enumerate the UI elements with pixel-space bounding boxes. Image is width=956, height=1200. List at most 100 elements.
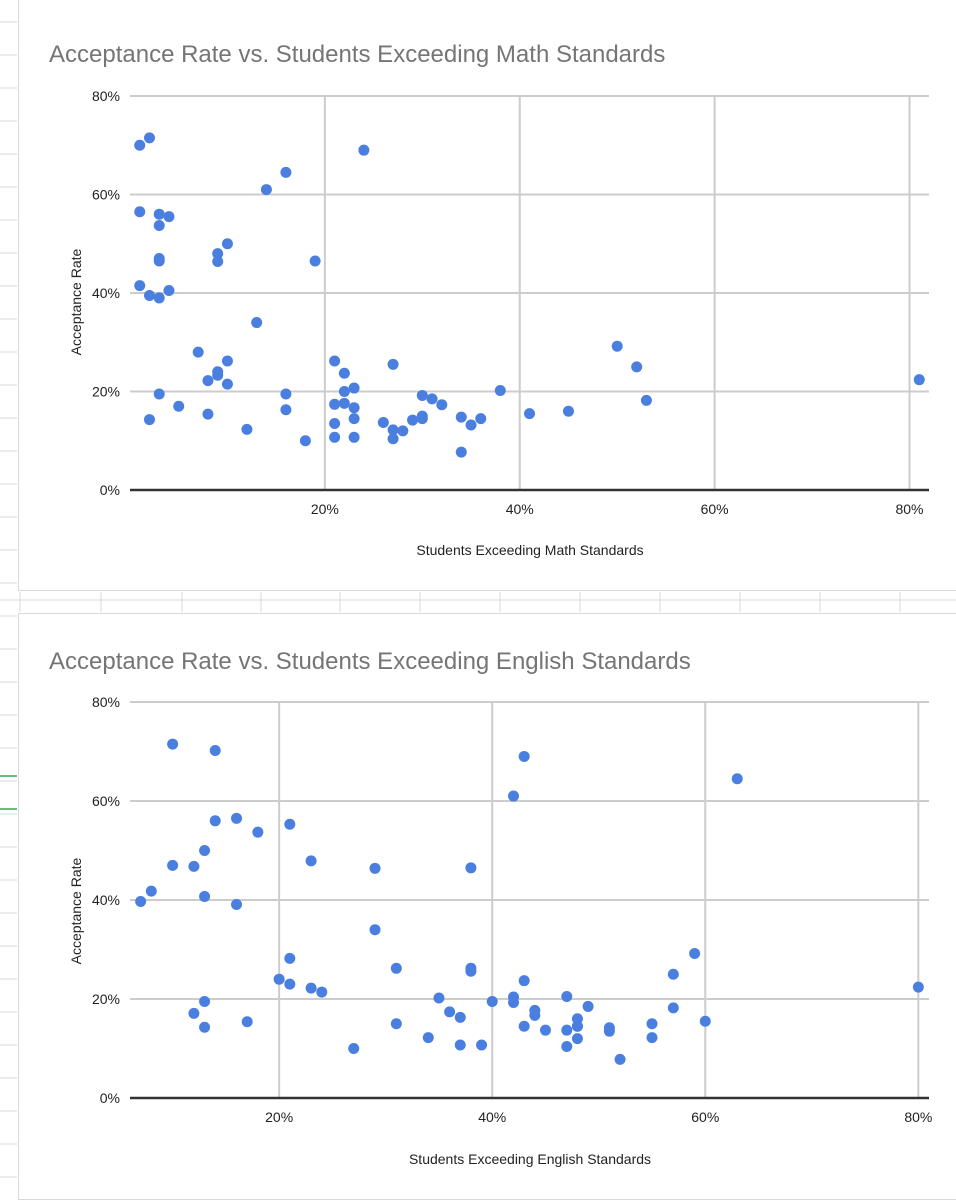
data-point[interactable] <box>476 1039 488 1051</box>
data-point[interactable] <box>188 1007 200 1019</box>
data-point[interactable] <box>422 1032 434 1044</box>
data-point[interactable] <box>316 986 328 998</box>
data-point[interactable] <box>562 405 574 417</box>
data-point[interactable] <box>167 738 179 750</box>
data-point[interactable] <box>646 1018 658 1030</box>
data-point[interactable] <box>280 404 292 416</box>
data-point[interactable] <box>508 996 520 1008</box>
data-point[interactable] <box>212 255 224 267</box>
data-point[interactable] <box>173 400 185 412</box>
data-point[interactable] <box>571 1033 583 1045</box>
data-point[interactable] <box>387 433 399 445</box>
data-point[interactable] <box>153 388 165 400</box>
data-point[interactable] <box>338 397 350 409</box>
data-point[interactable] <box>640 394 652 406</box>
data-point[interactable] <box>369 862 381 874</box>
data-point[interactable] <box>252 826 264 838</box>
data-point[interactable] <box>377 417 389 429</box>
data-point[interactable] <box>561 1024 573 1036</box>
data-point[interactable] <box>329 431 341 443</box>
data-point[interactable] <box>524 408 535 420</box>
data-point[interactable] <box>305 982 317 994</box>
data-point[interactable] <box>455 446 467 458</box>
data-point[interactable] <box>143 289 155 301</box>
english-chart-card[interactable]: Acceptance Rate vs. Students Exceeding E… <box>18 613 956 1200</box>
data-point[interactable] <box>433 992 445 1004</box>
data-point[interactable] <box>465 419 477 431</box>
data-point[interactable] <box>280 166 292 178</box>
data-point[interactable] <box>338 367 350 379</box>
data-point[interactable] <box>188 860 200 872</box>
data-point[interactable] <box>603 1025 615 1037</box>
data-point[interactable] <box>231 898 243 910</box>
data-point[interactable] <box>348 382 360 394</box>
data-point[interactable] <box>199 1021 211 1033</box>
data-point[interactable] <box>284 978 296 990</box>
data-point[interactable] <box>494 385 506 397</box>
data-point[interactable] <box>221 238 233 250</box>
data-point[interactable] <box>280 388 292 400</box>
data-point[interactable] <box>348 413 360 425</box>
data-point[interactable] <box>199 845 211 856</box>
data-point[interactable] <box>387 424 399 436</box>
data-point[interactable] <box>348 402 360 414</box>
data-point[interactable] <box>209 815 221 827</box>
data-point[interactable] <box>273 973 285 985</box>
data-point[interactable] <box>221 355 233 367</box>
data-point[interactable] <box>167 859 179 871</box>
data-point[interactable] <box>241 423 253 435</box>
data-point[interactable] <box>358 144 370 156</box>
data-point[interactable] <box>369 924 381 936</box>
data-point[interactable] <box>153 255 165 267</box>
data-point[interactable] <box>416 389 428 401</box>
data-point[interactable] <box>518 975 530 987</box>
data-point[interactable] <box>284 818 296 830</box>
data-point[interactable] <box>699 1015 711 1027</box>
data-point[interactable] <box>455 411 467 423</box>
data-point[interactable] <box>251 317 263 329</box>
data-point[interactable] <box>475 413 487 425</box>
data-point[interactable] <box>387 358 399 370</box>
data-point[interactable] <box>454 1039 466 1051</box>
data-point[interactable] <box>611 340 623 352</box>
data-point[interactable] <box>631 361 643 373</box>
data-point[interactable] <box>646 1032 658 1044</box>
data-point[interactable] <box>518 750 530 762</box>
data-point[interactable] <box>329 355 341 367</box>
data-point[interactable] <box>689 947 701 959</box>
data-point[interactable] <box>212 369 224 381</box>
data-point[interactable] <box>212 248 224 260</box>
data-point[interactable] <box>143 414 155 426</box>
data-point[interactable] <box>221 378 233 390</box>
data-point[interactable] <box>518 1020 530 1032</box>
data-point[interactable] <box>912 981 924 993</box>
data-point[interactable] <box>426 393 438 405</box>
data-point[interactable] <box>163 211 175 223</box>
data-point[interactable] <box>153 208 165 220</box>
data-point[interactable] <box>202 408 214 420</box>
data-point[interactable] <box>348 1043 360 1054</box>
data-point[interactable] <box>508 790 520 802</box>
data-point[interactable] <box>305 855 317 867</box>
data-point[interactable] <box>134 280 146 292</box>
data-point[interactable] <box>465 965 477 977</box>
data-point[interactable] <box>390 1018 402 1030</box>
data-point[interactable] <box>539 1024 551 1036</box>
data-point[interactable] <box>614 1053 626 1065</box>
data-point[interactable] <box>202 375 214 387</box>
data-point[interactable] <box>667 968 679 980</box>
data-point[interactable] <box>561 991 573 1003</box>
data-point[interactable] <box>465 862 477 874</box>
data-point[interactable] <box>145 885 157 897</box>
data-point[interactable] <box>192 346 204 358</box>
data-point[interactable] <box>241 1016 253 1028</box>
data-point[interactable] <box>299 435 311 447</box>
data-point[interactable] <box>199 891 211 903</box>
data-point[interactable] <box>199 995 211 1007</box>
data-point[interactable] <box>582 1000 594 1012</box>
math-chart-card[interactable]: Acceptance Rate vs. Students Exceeding M… <box>18 0 956 591</box>
data-point[interactable] <box>397 425 409 437</box>
data-point[interactable] <box>571 1020 583 1032</box>
data-point[interactable] <box>529 1009 541 1021</box>
data-point[interactable] <box>329 398 341 410</box>
